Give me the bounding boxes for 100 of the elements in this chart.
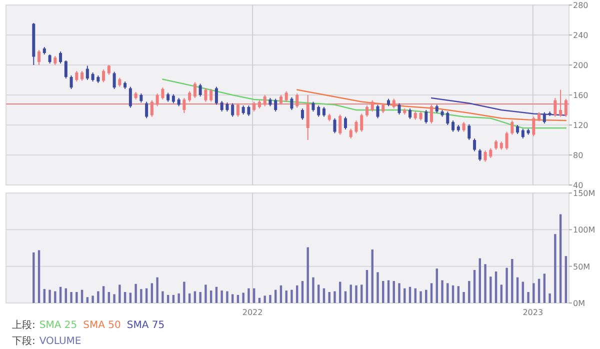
bar xyxy=(220,290,223,303)
bar xyxy=(280,285,282,303)
candlestick xyxy=(408,108,412,120)
y-tick-label: 80 xyxy=(573,151,584,160)
bar xyxy=(301,281,304,303)
bar xyxy=(183,282,186,303)
bar xyxy=(543,274,546,303)
candlestick xyxy=(300,108,304,120)
bar xyxy=(371,249,374,303)
y-tick-label: 0M xyxy=(573,299,586,308)
bar xyxy=(264,296,266,303)
y-tick-label: 160 xyxy=(573,91,588,100)
bar xyxy=(188,293,191,303)
bar xyxy=(150,283,154,303)
bar xyxy=(564,256,568,303)
bar xyxy=(452,285,454,303)
candlestick xyxy=(274,98,278,112)
bar xyxy=(527,292,530,303)
bar xyxy=(494,271,498,303)
y-tick-label: 280 xyxy=(573,1,588,10)
line-series xyxy=(430,97,567,116)
bar xyxy=(425,290,428,303)
y-tick-label: 150M xyxy=(573,189,596,198)
candlestick xyxy=(462,122,466,132)
candlestick xyxy=(214,86,218,106)
bar xyxy=(334,291,336,303)
bar xyxy=(54,291,56,303)
candlestick xyxy=(86,65,89,80)
y-tick-label: 50M xyxy=(573,262,590,272)
candlestick xyxy=(80,70,84,82)
candlestick xyxy=(354,120,358,134)
bar xyxy=(178,293,180,303)
bar xyxy=(398,283,400,303)
y-tick-label: 100M xyxy=(573,226,596,235)
bar xyxy=(129,292,132,303)
bar xyxy=(113,294,116,303)
bar xyxy=(86,297,89,303)
bar xyxy=(226,291,228,303)
bar xyxy=(538,278,540,303)
bar xyxy=(328,292,330,303)
candlestick xyxy=(161,87,164,100)
bar xyxy=(70,292,72,303)
y-tick-label: 40 xyxy=(573,181,584,190)
candlestick xyxy=(59,51,62,64)
bar xyxy=(360,284,363,303)
bar xyxy=(204,284,207,303)
candlestick xyxy=(510,120,514,136)
bar xyxy=(559,214,562,303)
bar xyxy=(145,288,148,303)
candlestick xyxy=(349,128,352,139)
candlestick xyxy=(322,106,326,118)
bar xyxy=(339,282,342,303)
bar xyxy=(108,292,110,303)
bar xyxy=(516,277,519,303)
bar xyxy=(215,286,218,303)
bar xyxy=(322,288,326,303)
bar xyxy=(420,291,422,303)
candlestick xyxy=(376,104,380,119)
x-tick-label: 2022 xyxy=(242,308,263,317)
bar xyxy=(473,270,476,303)
bar xyxy=(478,258,482,303)
x-tick-label: 2023 xyxy=(522,308,544,317)
bar xyxy=(306,247,309,303)
candlestick xyxy=(489,148,492,158)
bar xyxy=(59,286,62,303)
candlestick xyxy=(521,128,524,139)
bar xyxy=(252,288,256,303)
bar xyxy=(532,283,535,303)
candlestick xyxy=(75,70,78,82)
candlestick xyxy=(107,64,110,76)
bar xyxy=(140,289,142,303)
bar xyxy=(511,259,514,303)
bar xyxy=(64,288,68,303)
bar xyxy=(350,284,352,303)
legend-title: 下段: xyxy=(12,335,36,347)
candlestick xyxy=(452,120,455,132)
bar xyxy=(236,294,240,303)
text: SMA 50 xyxy=(83,320,121,331)
bar xyxy=(554,234,556,303)
candlestick xyxy=(478,148,482,162)
bar xyxy=(312,277,314,303)
candlestick xyxy=(494,140,498,150)
text: VOLUME xyxy=(39,336,82,347)
candlestick xyxy=(220,100,224,112)
bar xyxy=(80,290,84,303)
legend-title: 上段: xyxy=(12,319,36,331)
candlestick xyxy=(505,131,508,150)
bar xyxy=(97,291,100,303)
candlestick xyxy=(290,96,294,110)
bar xyxy=(48,290,51,303)
bar xyxy=(506,268,508,303)
bar xyxy=(382,281,384,303)
bar xyxy=(490,276,492,303)
bar xyxy=(76,292,78,303)
candlestick xyxy=(532,116,536,137)
candlestick xyxy=(70,75,73,90)
bar xyxy=(32,252,35,303)
candlestick xyxy=(231,102,234,118)
candlestick xyxy=(312,101,315,112)
candlestick xyxy=(473,138,476,152)
